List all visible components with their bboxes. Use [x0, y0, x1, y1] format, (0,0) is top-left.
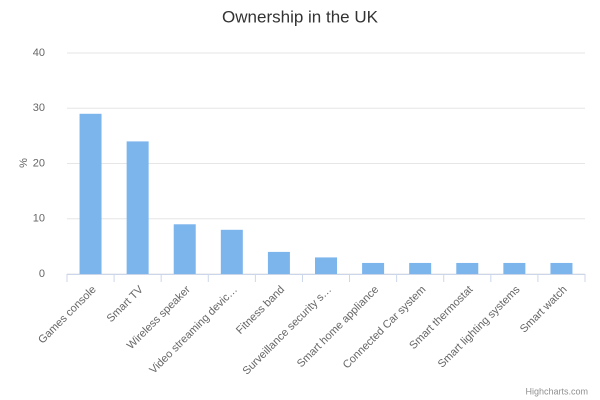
chart-title: Ownership in the UK	[222, 7, 379, 26]
bar	[267, 251, 290, 274]
bar	[315, 257, 337, 274]
x-tick-label: Games console	[36, 284, 99, 347]
y-tick-label: 0	[39, 268, 45, 280]
y-axis-label: %	[18, 158, 30, 168]
bar	[456, 262, 479, 274]
bar	[503, 262, 526, 274]
bar	[126, 141, 149, 274]
bar	[409, 262, 432, 274]
x-tick-label: Smart TV	[105, 283, 147, 325]
x-tick-label: Fitness band	[234, 284, 287, 337]
x-tick-label: Video streaming devic…	[147, 284, 240, 377]
bar	[79, 113, 102, 275]
bar	[550, 262, 573, 274]
bar	[173, 224, 196, 274]
y-tick-label: 10	[33, 213, 45, 225]
bar	[362, 262, 385, 274]
credits[interactable]: Highcharts.com	[525, 386, 588, 396]
y-tick-label: 20	[33, 157, 45, 169]
x-tick-label: Smart home appliance	[295, 284, 381, 370]
x-tick-label: Smart watch	[518, 284, 570, 336]
x-tick-label: Smart lighting systems	[436, 283, 523, 370]
y-tick-label: 40	[33, 47, 45, 59]
x-tick-label: Surveillance security s…	[241, 284, 335, 378]
bar	[220, 229, 243, 274]
x-tick-label: Connected Car system	[341, 284, 429, 372]
y-tick-label: 30	[33, 102, 45, 114]
